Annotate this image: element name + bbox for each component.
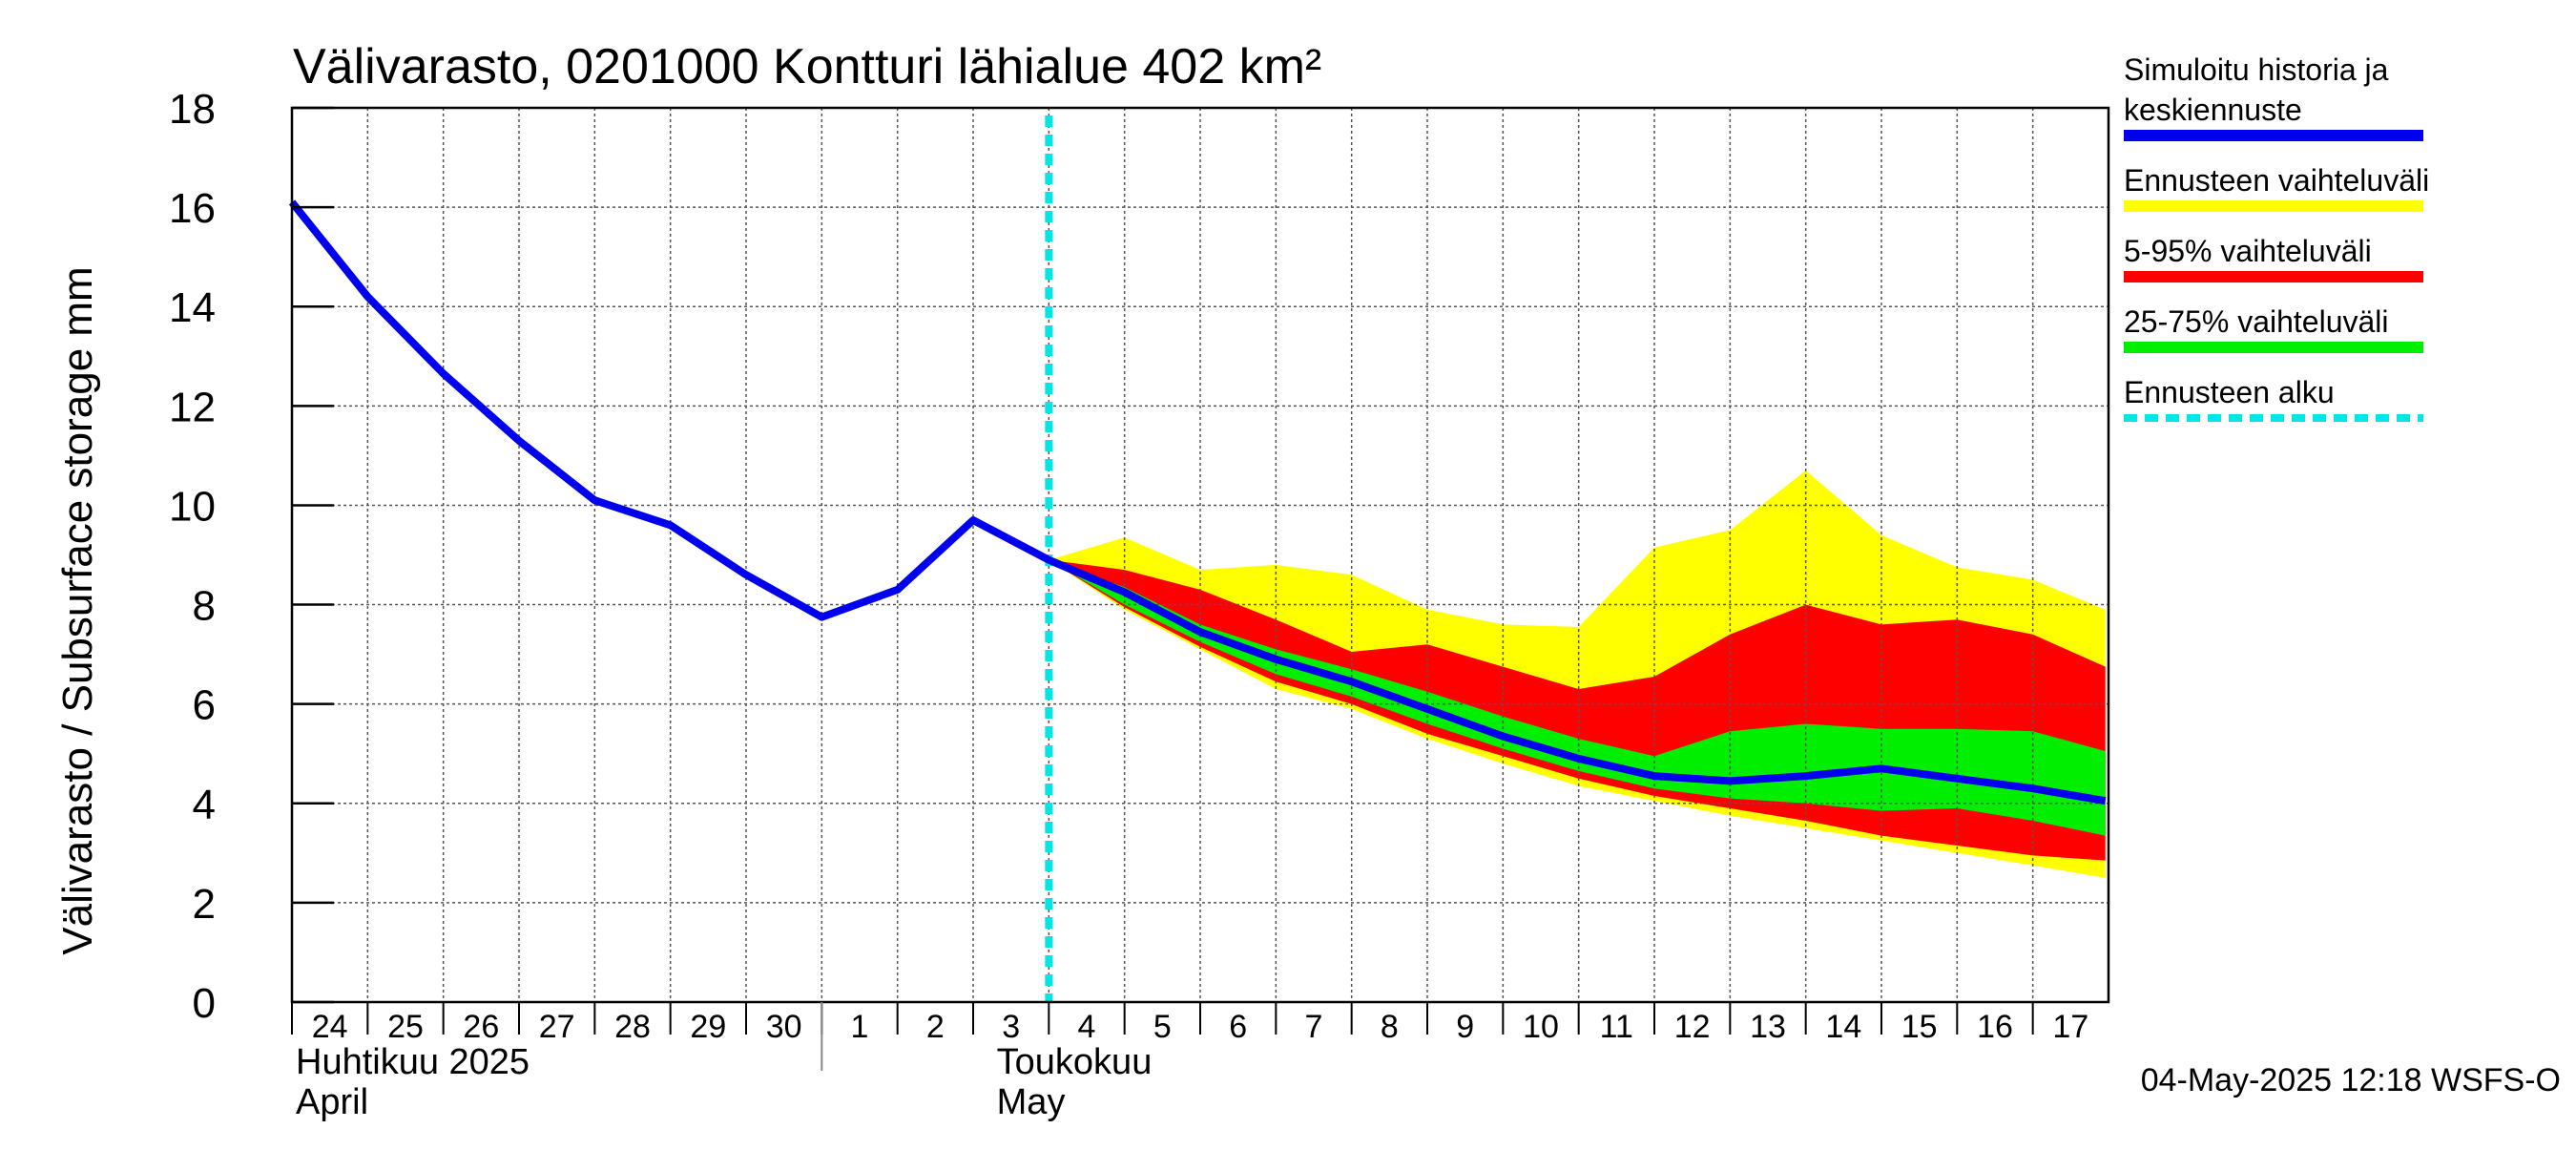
x-tick-label: 27 (539, 1009, 575, 1045)
y-tick-label: 6 (193, 682, 216, 729)
x-tick-label: 8 (1381, 1009, 1399, 1045)
chart-title: Välivarasto, 0201000 Kontturi lähialue 4… (293, 39, 1321, 94)
y-tick-label: 8 (193, 583, 216, 630)
x-tick-label: 12 (1674, 1009, 1711, 1045)
y-tick-label: 0 (193, 980, 216, 1027)
legend-label-history: Simuloitu historia ja (2124, 52, 2389, 87)
x-tick-label: 14 (1825, 1009, 1861, 1045)
x-tick-label: 1 (851, 1009, 869, 1045)
x-tick-label: 13 (1750, 1009, 1786, 1045)
month-label-fi: Huhtikuu 2025 (296, 1042, 530, 1082)
x-tick-label: 26 (463, 1009, 499, 1045)
x-tick-label: 17 (2052, 1009, 2088, 1045)
y-tick-label: 14 (169, 284, 216, 331)
y-tick-label: 10 (169, 483, 216, 530)
series-line-history (288, 199, 2107, 805)
grid-lines (292, 108, 2109, 1002)
x-tick-label: 15 (1901, 1009, 1938, 1045)
x-tick-label: 9 (1456, 1009, 1474, 1045)
band-p25_75 (1049, 559, 2106, 836)
x-tick-label: 5 (1153, 1009, 1172, 1045)
legend-label-full_range: Ennusteen vaihteluväli (2124, 163, 2429, 198)
y-axis-label: Välivarasto / Subsurface storage mm (54, 266, 101, 954)
legend-label-p5_95: 5-95% vaihteluväli (2124, 234, 2372, 268)
legend-label-history: keskiennuste (2124, 93, 2302, 127)
series-lines (288, 115, 2107, 1002)
y-tick-label: 2 (193, 881, 216, 928)
x-tick-label: 2 (926, 1009, 945, 1045)
timestamp: 04-May-2025 12:18 WSFS-O (2141, 1062, 2561, 1098)
legend-label-p25_75: 25-75% vaihteluväli (2124, 304, 2389, 339)
y-tick-label: 16 (169, 185, 216, 232)
y-tick-label: 18 (169, 86, 216, 133)
x-tick-label: 6 (1229, 1009, 1247, 1045)
x-tick-label: 25 (387, 1009, 424, 1045)
month-label-en: April (296, 1082, 368, 1122)
x-tick-label: 28 (614, 1009, 651, 1045)
x-tick-label: 30 (766, 1009, 802, 1045)
x-tick-label: 4 (1078, 1009, 1096, 1045)
y-tick-label: 12 (169, 384, 216, 430)
x-tick-label: 11 (1600, 1009, 1633, 1045)
x-tick-label: 7 (1305, 1009, 1323, 1045)
x-tick-label: 29 (690, 1009, 726, 1045)
legend: Simuloitu historia ja keskiennuste Ennuste… (2124, 52, 2429, 422)
month-label-en: May (997, 1082, 1066, 1122)
legend-label-forecast_start: Ennusteen alku (2124, 375, 2335, 409)
x-tick-label: 10 (1523, 1009, 1559, 1045)
x-tick-label: 16 (1977, 1009, 2013, 1045)
month-label-fi: Toukokuu (997, 1042, 1153, 1082)
x-tick-label: 24 (312, 1009, 348, 1045)
x-tick-label: 3 (1002, 1009, 1020, 1045)
y-tick-label: 4 (193, 782, 216, 828)
